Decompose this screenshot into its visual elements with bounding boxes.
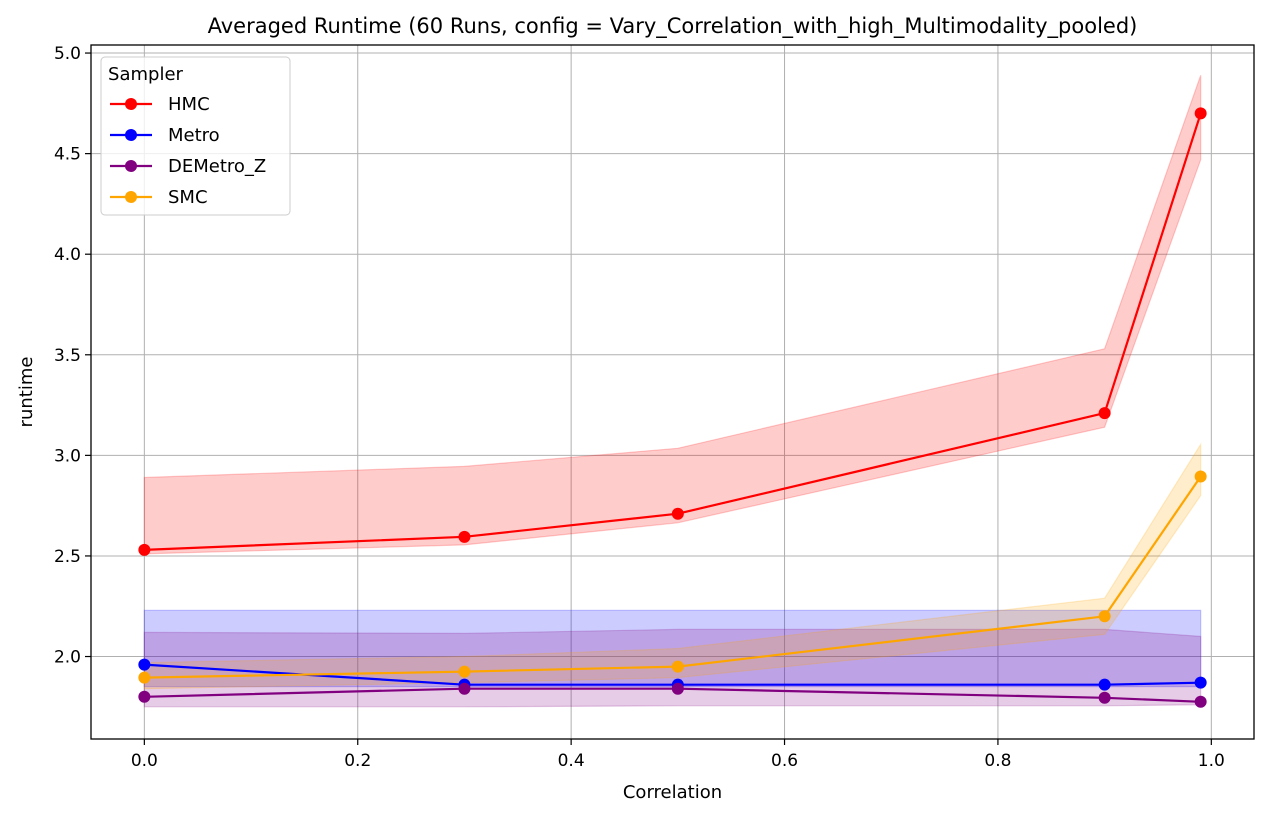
legend-item-demetro-z: DEMetro_Z bbox=[110, 156, 266, 177]
point-demetro-z bbox=[458, 682, 471, 695]
point-hmc bbox=[1098, 407, 1111, 420]
series-markers bbox=[138, 107, 1207, 708]
x-tick-label: 0.0 bbox=[131, 751, 158, 771]
x-axis-label: Correlation bbox=[623, 782, 722, 803]
y-tick-label: 2.5 bbox=[54, 547, 81, 567]
point-hmc bbox=[671, 507, 684, 520]
band-hmc bbox=[143, 75, 1202, 555]
confidence-bands bbox=[143, 75, 1202, 708]
y-tick-label: 3.0 bbox=[54, 446, 81, 466]
point-metro bbox=[1098, 678, 1111, 691]
band-smc bbox=[143, 442, 1202, 690]
legend-marker-smc bbox=[125, 191, 137, 203]
point-hmc bbox=[1194, 107, 1207, 120]
legend-item-metro: Metro bbox=[110, 125, 220, 146]
point-smc bbox=[671, 660, 684, 673]
y-tick-label: 2.0 bbox=[54, 648, 81, 668]
y-tick-label: 3.5 bbox=[54, 346, 81, 366]
legend-item-smc: SMC bbox=[110, 187, 208, 208]
point-smc bbox=[138, 671, 151, 684]
legend-marker-demetro-z bbox=[125, 160, 137, 172]
x-tick-label: 0.2 bbox=[344, 751, 371, 771]
legend-title: Sampler bbox=[108, 64, 183, 85]
y-axis-label: runtime bbox=[16, 357, 37, 428]
legend-label-smc: SMC bbox=[168, 187, 208, 208]
point-metro bbox=[1194, 676, 1207, 689]
legend-item-hmc: HMC bbox=[110, 94, 210, 115]
x-tick-label: 0.8 bbox=[984, 751, 1011, 771]
x-axis-ticks: 0.0 0.2 0.4 0.6 0.8 1.0 bbox=[131, 739, 1225, 771]
plot-frame bbox=[90, 44, 1255, 740]
legend-marker-metro bbox=[125, 129, 137, 141]
y-tick-label: 4.5 bbox=[54, 145, 81, 165]
point-demetro-z bbox=[1098, 691, 1111, 704]
point-demetro-z bbox=[671, 682, 684, 695]
legend-label-demetro-z: DEMetro_Z bbox=[168, 156, 266, 177]
x-tick-label: 1.0 bbox=[1198, 751, 1225, 771]
legend: Sampler HMC Metro DEMetro_Z SMC bbox=[100, 56, 291, 216]
chart-title: Averaged Runtime (60 Runs, config = Vary… bbox=[208, 14, 1138, 39]
point-smc bbox=[1098, 610, 1111, 623]
legend-marker-hmc bbox=[125, 98, 137, 110]
point-demetro-z bbox=[138, 690, 151, 703]
point-hmc bbox=[138, 543, 151, 556]
legend-box bbox=[100, 56, 291, 216]
x-tick-label: 0.6 bbox=[771, 751, 798, 771]
x-tick-label: 0.4 bbox=[558, 751, 585, 771]
legend-items: HMC Metro DEMetro_Z SMC bbox=[110, 94, 266, 208]
y-axis-ticks: 2.0 2.5 3.0 3.5 4.0 4.5 5.0 bbox=[54, 44, 91, 668]
y-tick-label: 4.0 bbox=[54, 245, 81, 265]
point-smc bbox=[1194, 470, 1207, 483]
point-demetro-z bbox=[1194, 695, 1207, 708]
legend-label-metro: Metro bbox=[168, 125, 220, 146]
point-hmc bbox=[458, 530, 471, 543]
legend-label-hmc: HMC bbox=[168, 94, 210, 115]
point-metro bbox=[138, 658, 151, 671]
y-tick-label: 5.0 bbox=[54, 44, 81, 64]
point-smc bbox=[458, 665, 471, 678]
